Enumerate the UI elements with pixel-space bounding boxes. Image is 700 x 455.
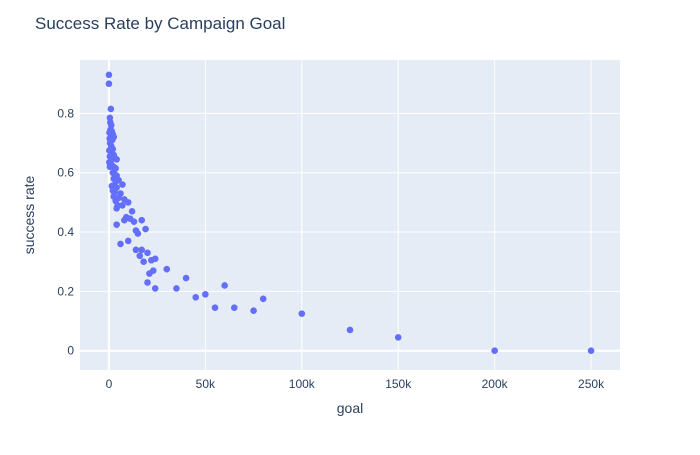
scatter-point[interactable] — [144, 279, 151, 286]
plot-area — [80, 60, 620, 370]
scatter-point[interactable] — [128, 207, 136, 215]
x-tick-label: 0 — [106, 377, 113, 391]
scatter-point[interactable] — [107, 105, 115, 113]
scatter-point[interactable] — [119, 202, 126, 209]
scatter-point[interactable] — [119, 181, 126, 188]
x-axis-ticks: 0 50k 100k 150k 200k 250k — [106, 377, 605, 391]
x-tick-label: 100k — [289, 377, 316, 391]
scatter-point[interactable] — [250, 307, 257, 314]
y-tick-label: 0.6 — [57, 166, 74, 180]
x-axis-title: goal — [337, 400, 363, 416]
scatter-point[interactable] — [124, 199, 132, 206]
x-tick-label: 150k — [385, 377, 412, 391]
y-axis-title: success rate — [21, 175, 37, 254]
chart-title: Success Rate by Campaign Goal — [35, 14, 285, 33]
scatter-point[interactable] — [113, 205, 120, 212]
scatter-point[interactable] — [211, 304, 219, 312]
grid-layer — [80, 60, 620, 370]
scatter-point[interactable] — [142, 225, 149, 233]
scatter-point[interactable] — [113, 156, 120, 163]
y-tick-label: 0.8 — [57, 106, 74, 120]
scatter-point[interactable] — [138, 246, 146, 254]
x-tick-label: 50k — [196, 377, 216, 391]
scatter-point[interactable] — [163, 265, 171, 273]
scatter-point[interactable] — [146, 270, 153, 277]
scatter-point[interactable] — [136, 252, 144, 260]
x-tick-label: 200k — [482, 377, 509, 391]
scatter-point[interactable] — [230, 304, 238, 312]
scatter-point[interactable] — [587, 347, 595, 355]
x-tick-label: 250k — [578, 377, 605, 391]
scatter-point[interactable] — [130, 218, 138, 225]
y-tick-label: 0 — [67, 344, 74, 358]
scatter-point[interactable] — [491, 347, 498, 355]
scatter-point[interactable] — [121, 216, 128, 224]
scatter-point[interactable] — [202, 291, 209, 298]
scatter-point[interactable] — [173, 285, 180, 292]
scatter-point[interactable] — [106, 163, 114, 171]
scatter-point[interactable] — [221, 282, 228, 289]
scatter-point[interactable] — [113, 221, 120, 228]
points-layer — [105, 71, 595, 355]
scatter-point[interactable] — [148, 256, 155, 264]
scatter-point[interactable] — [105, 71, 113, 79]
scatter-point[interactable] — [105, 80, 113, 88]
scatter-point[interactable] — [144, 249, 151, 257]
scatter-point[interactable] — [124, 237, 132, 245]
scatter-point[interactable] — [140, 258, 147, 266]
scatter-point[interactable] — [346, 326, 354, 334]
y-axis-ticks: 0 0.2 0.4 0.6 0.8 — [57, 106, 74, 357]
scatter-point[interactable] — [132, 246, 140, 254]
scatter-point[interactable] — [298, 310, 306, 317]
scatter-point[interactable] — [117, 240, 124, 248]
y-tick-label: 0.2 — [57, 284, 74, 298]
scatter-point[interactable] — [151, 285, 159, 292]
scatter-point[interactable] — [259, 295, 267, 303]
scatter-point[interactable] — [134, 230, 142, 237]
scatter-point[interactable] — [138, 216, 146, 224]
y-tick-label: 0.4 — [57, 225, 74, 239]
scatter-point[interactable] — [394, 334, 402, 341]
scatter-point[interactable] — [112, 178, 119, 185]
scatter-point[interactable] — [182, 274, 190, 282]
scatter-point[interactable] — [192, 294, 200, 301]
